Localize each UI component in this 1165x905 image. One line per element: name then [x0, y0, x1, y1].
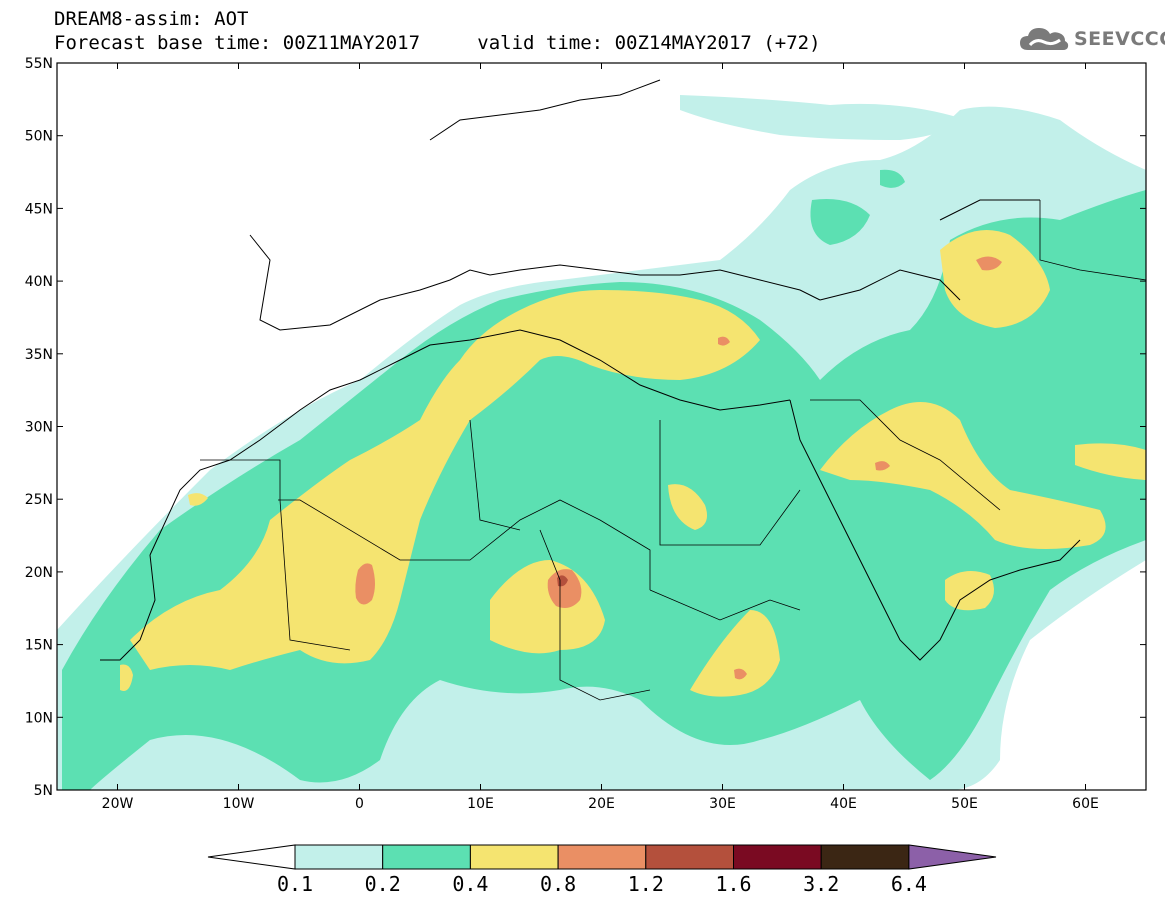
colorbar-level-label: 6.4 — [891, 872, 927, 896]
lat-tick-label: 40N — [25, 274, 53, 290]
colorbar-level-label: 1.6 — [715, 872, 751, 896]
lon-tick-label: 40E — [830, 796, 857, 812]
colorbar-max-arrow — [908, 844, 997, 870]
longitude-axis: 20W 10W 0 10E 20E 30E 40E 50E 60E — [102, 63, 1099, 812]
map-title: DREAM8-assim: AOT — [54, 8, 249, 30]
colorbar: 0.1 0.2 0.4 0.8 1.2 1.6 3.2 6.4 — [207, 844, 997, 896]
valid-time: 00Z14MAY2017 — [614, 32, 752, 54]
aot-band-0.8 — [355, 256, 1002, 680]
colorbar-level-label: 1.2 — [628, 872, 664, 896]
base-time-label: Forecast base time: — [54, 32, 272, 54]
lat-tick-label: 35N — [25, 347, 53, 363]
lat-tick-label: 15N — [25, 638, 53, 654]
colorbar-box — [557, 844, 647, 870]
lat-tick-label: 50N — [25, 129, 53, 145]
valid-time-label: valid time: — [477, 32, 604, 54]
lon-tick-label: 20W — [102, 796, 134, 812]
seevccc-logo: SEEVCCC — [1018, 22, 1165, 56]
lat-tick-label: 55N — [25, 56, 53, 72]
lon-tick-label: 10E — [467, 796, 494, 812]
colorbar-level-label: 0.4 — [452, 872, 488, 896]
colorbar-box — [294, 844, 384, 870]
country-borders — [200, 200, 1147, 701]
colorbar-level-label: 0.8 — [540, 872, 576, 896]
lon-tick-label: 60E — [1072, 796, 1099, 812]
lat-tick-label: 30N — [25, 420, 53, 436]
colorbar-box — [645, 844, 734, 870]
colorbar-level-label: 3.2 — [803, 872, 839, 896]
lon-tick-label: 30E — [709, 796, 736, 812]
lat-tick-label: 45N — [25, 201, 53, 217]
cloud-icon — [1020, 28, 1069, 50]
colorbar-box — [469, 844, 559, 870]
colorbar-box — [820, 844, 910, 870]
lon-tick-label: 0 — [355, 796, 364, 812]
lat-tick-label: 20N — [25, 565, 53, 581]
time-info: Forecast base time: 00Z11MAY2017 valid t… — [54, 32, 821, 54]
lon-tick-label: 50E — [951, 796, 978, 812]
colorbar-min-arrow — [207, 844, 296, 870]
lon-tick-label: 10W — [223, 796, 255, 812]
logo-text: SEEVCCC — [1074, 28, 1165, 50]
lat-tick-label: 25N — [25, 492, 53, 508]
lon-tick-label: 20E — [588, 796, 615, 812]
colorbar-level-label: 0.2 — [365, 872, 401, 896]
colorbar-level-label: 0.1 — [277, 872, 313, 896]
lead-time: (+72) — [763, 32, 821, 54]
latitude-axis: 5N 10N 15N 20N 25N 30N 35N 40N 45N 50N 55N — [25, 56, 1146, 799]
lat-tick-label: 5N — [34, 783, 53, 799]
colorbar-box — [382, 844, 471, 870]
aot-field-layer — [57, 95, 1146, 790]
colorbar-box — [733, 844, 822, 870]
lat-tick-label: 10N — [25, 710, 53, 726]
base-time: 00Z11MAY2017 — [282, 32, 421, 54]
